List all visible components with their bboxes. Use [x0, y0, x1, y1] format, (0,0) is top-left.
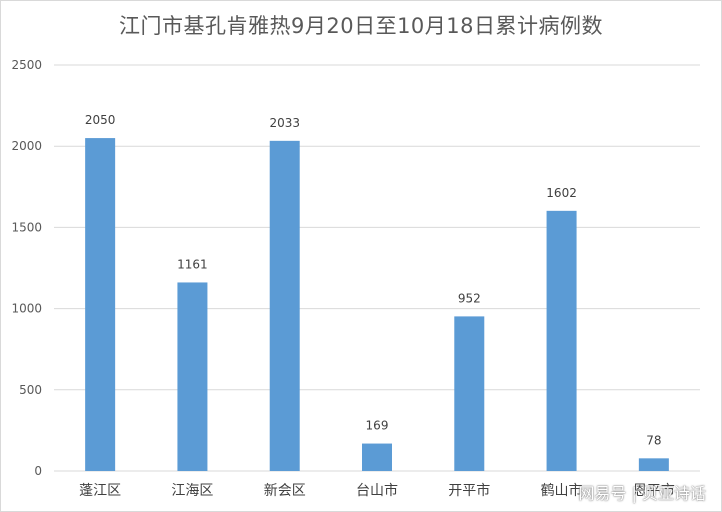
bars — [85, 138, 669, 471]
x-category-label-5: 鹤山市 — [541, 482, 583, 499]
data-label-6: 78 — [646, 433, 661, 447]
bar-2 — [269, 140, 300, 471]
bar-3 — [362, 443, 392, 471]
y-tick-label-0: 0 — [34, 464, 42, 478]
x-category-label-6: 恩平市 — [633, 482, 675, 499]
data-label-1: 1161 — [177, 257, 208, 271]
data-label-0: 2050 — [85, 113, 116, 127]
bar-0 — [85, 138, 116, 471]
data-label-3: 169 — [366, 419, 389, 433]
y-axis-ticks: 0 500 1000 1500 2000 2500 — [11, 58, 42, 478]
bar-1 — [177, 282, 208, 471]
bar-6 — [638, 458, 669, 471]
bar-5 — [546, 210, 577, 471]
y-tick-label-2500: 2500 — [11, 58, 42, 72]
x-category-label-3: 台山市 — [356, 482, 398, 499]
watermark: 网易号 | 贝亚诗话 — [578, 484, 706, 503]
x-axis-categories: 蓬江区 江海区 新会区 台山市 开平市 鹤山市 恩平市 — [79, 482, 675, 499]
x-category-label-0: 蓬江区 — [79, 483, 121, 499]
chart-title: 江门市基孔肯雅热9月20日至10月18日累计病例数 — [118, 14, 604, 38]
y-tick-label-2000: 2000 — [11, 139, 42, 153]
data-label-4: 952 — [458, 291, 481, 305]
bar-4 — [454, 316, 485, 471]
x-category-label-4: 开平市 — [448, 482, 490, 499]
gridlines — [54, 64, 700, 472]
data-label-2: 2033 — [269, 116, 300, 130]
x-category-label-1: 江海区 — [171, 483, 213, 499]
y-tick-label-1500: 1500 — [11, 220, 42, 234]
x-category-label-2: 新会区 — [264, 483, 306, 499]
y-tick-label-500: 500 — [19, 383, 42, 397]
data-labels: 2050 1161 2033 169 952 1602 78 — [85, 113, 662, 447]
data-label-5: 1602 — [546, 186, 577, 200]
y-tick-label-1000: 1000 — [11, 302, 42, 316]
